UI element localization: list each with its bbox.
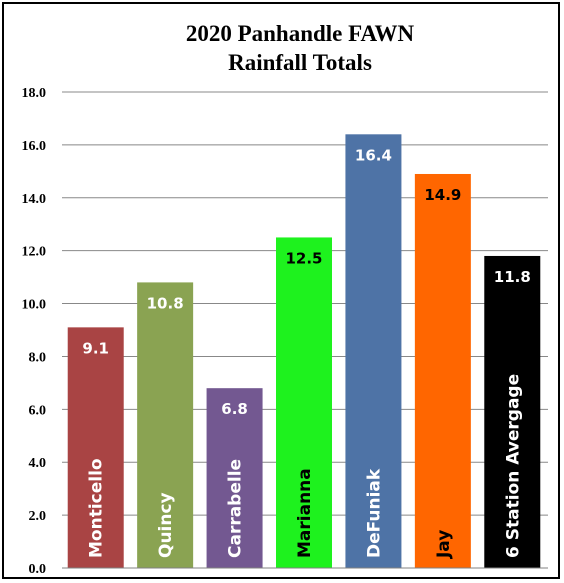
bar-value-label: 14.9 <box>424 186 461 204</box>
y-tick-label: 8.0 <box>29 350 47 365</box>
bar-value-label: 6.8 <box>221 400 248 418</box>
y-tick-label: 12.0 <box>22 245 47 260</box>
y-axis-ticks: 0.0 2.0 4.0 6.0 8.0 10.0 12.0 14.0 16.0 18.0 <box>22 86 47 577</box>
bar <box>345 134 402 569</box>
bar <box>206 388 263 568</box>
category-label: 6 Station Avergage <box>503 374 523 558</box>
bar-group: 6.8 Carrabelle <box>206 388 263 568</box>
bars: 9.1 Monticello 10.8 Quincy 6.8 Carrabelle 12.5… <box>67 134 541 569</box>
bar-group: 12.5 Marianna <box>276 237 332 568</box>
category-label: DeFuniak <box>364 468 384 558</box>
category-label: Quincy <box>156 492 176 558</box>
bar-group: 9.1 Monticello <box>67 327 124 568</box>
bar-value-label: 10.8 <box>147 294 184 312</box>
bar-value-label: 12.5 <box>285 249 322 267</box>
chart-subtitle: Rainfall Totals <box>228 50 372 75</box>
bar-value-label: 16.4 <box>355 146 392 164</box>
y-tick-label: 16.0 <box>22 139 47 154</box>
bar-group: 16.4 DeFuniak <box>345 134 402 569</box>
bar-group: 11.8 6 Station Avergage <box>484 255 541 568</box>
bar-value-label: 9.1 <box>82 339 109 357</box>
y-tick-label: 2.0 <box>29 509 47 524</box>
y-tick-label: 4.0 <box>29 456 47 471</box>
bar-group: 10.8 Quincy <box>137 282 194 568</box>
bar <box>137 282 194 568</box>
category-label: Monticello <box>87 458 107 558</box>
bar-group: 14.9 Jay <box>414 173 471 568</box>
y-tick-label: 6.0 <box>29 403 47 418</box>
bar-value-label: 11.8 <box>494 268 531 286</box>
chart-title: 2020 Panhandle FAWN <box>186 21 415 46</box>
y-tick-label: 14.0 <box>22 192 47 207</box>
category-label: Carrabelle <box>226 459 246 558</box>
category-label: Marianna <box>295 468 315 558</box>
category-label: Jay <box>434 530 454 559</box>
y-tick-label: 0.0 <box>29 562 47 577</box>
bar <box>67 327 124 568</box>
bar <box>484 255 541 568</box>
bar <box>414 173 471 568</box>
bar <box>276 237 332 568</box>
y-tick-label: 18.0 <box>22 86 47 101</box>
y-tick-label: 10.0 <box>22 298 47 313</box>
